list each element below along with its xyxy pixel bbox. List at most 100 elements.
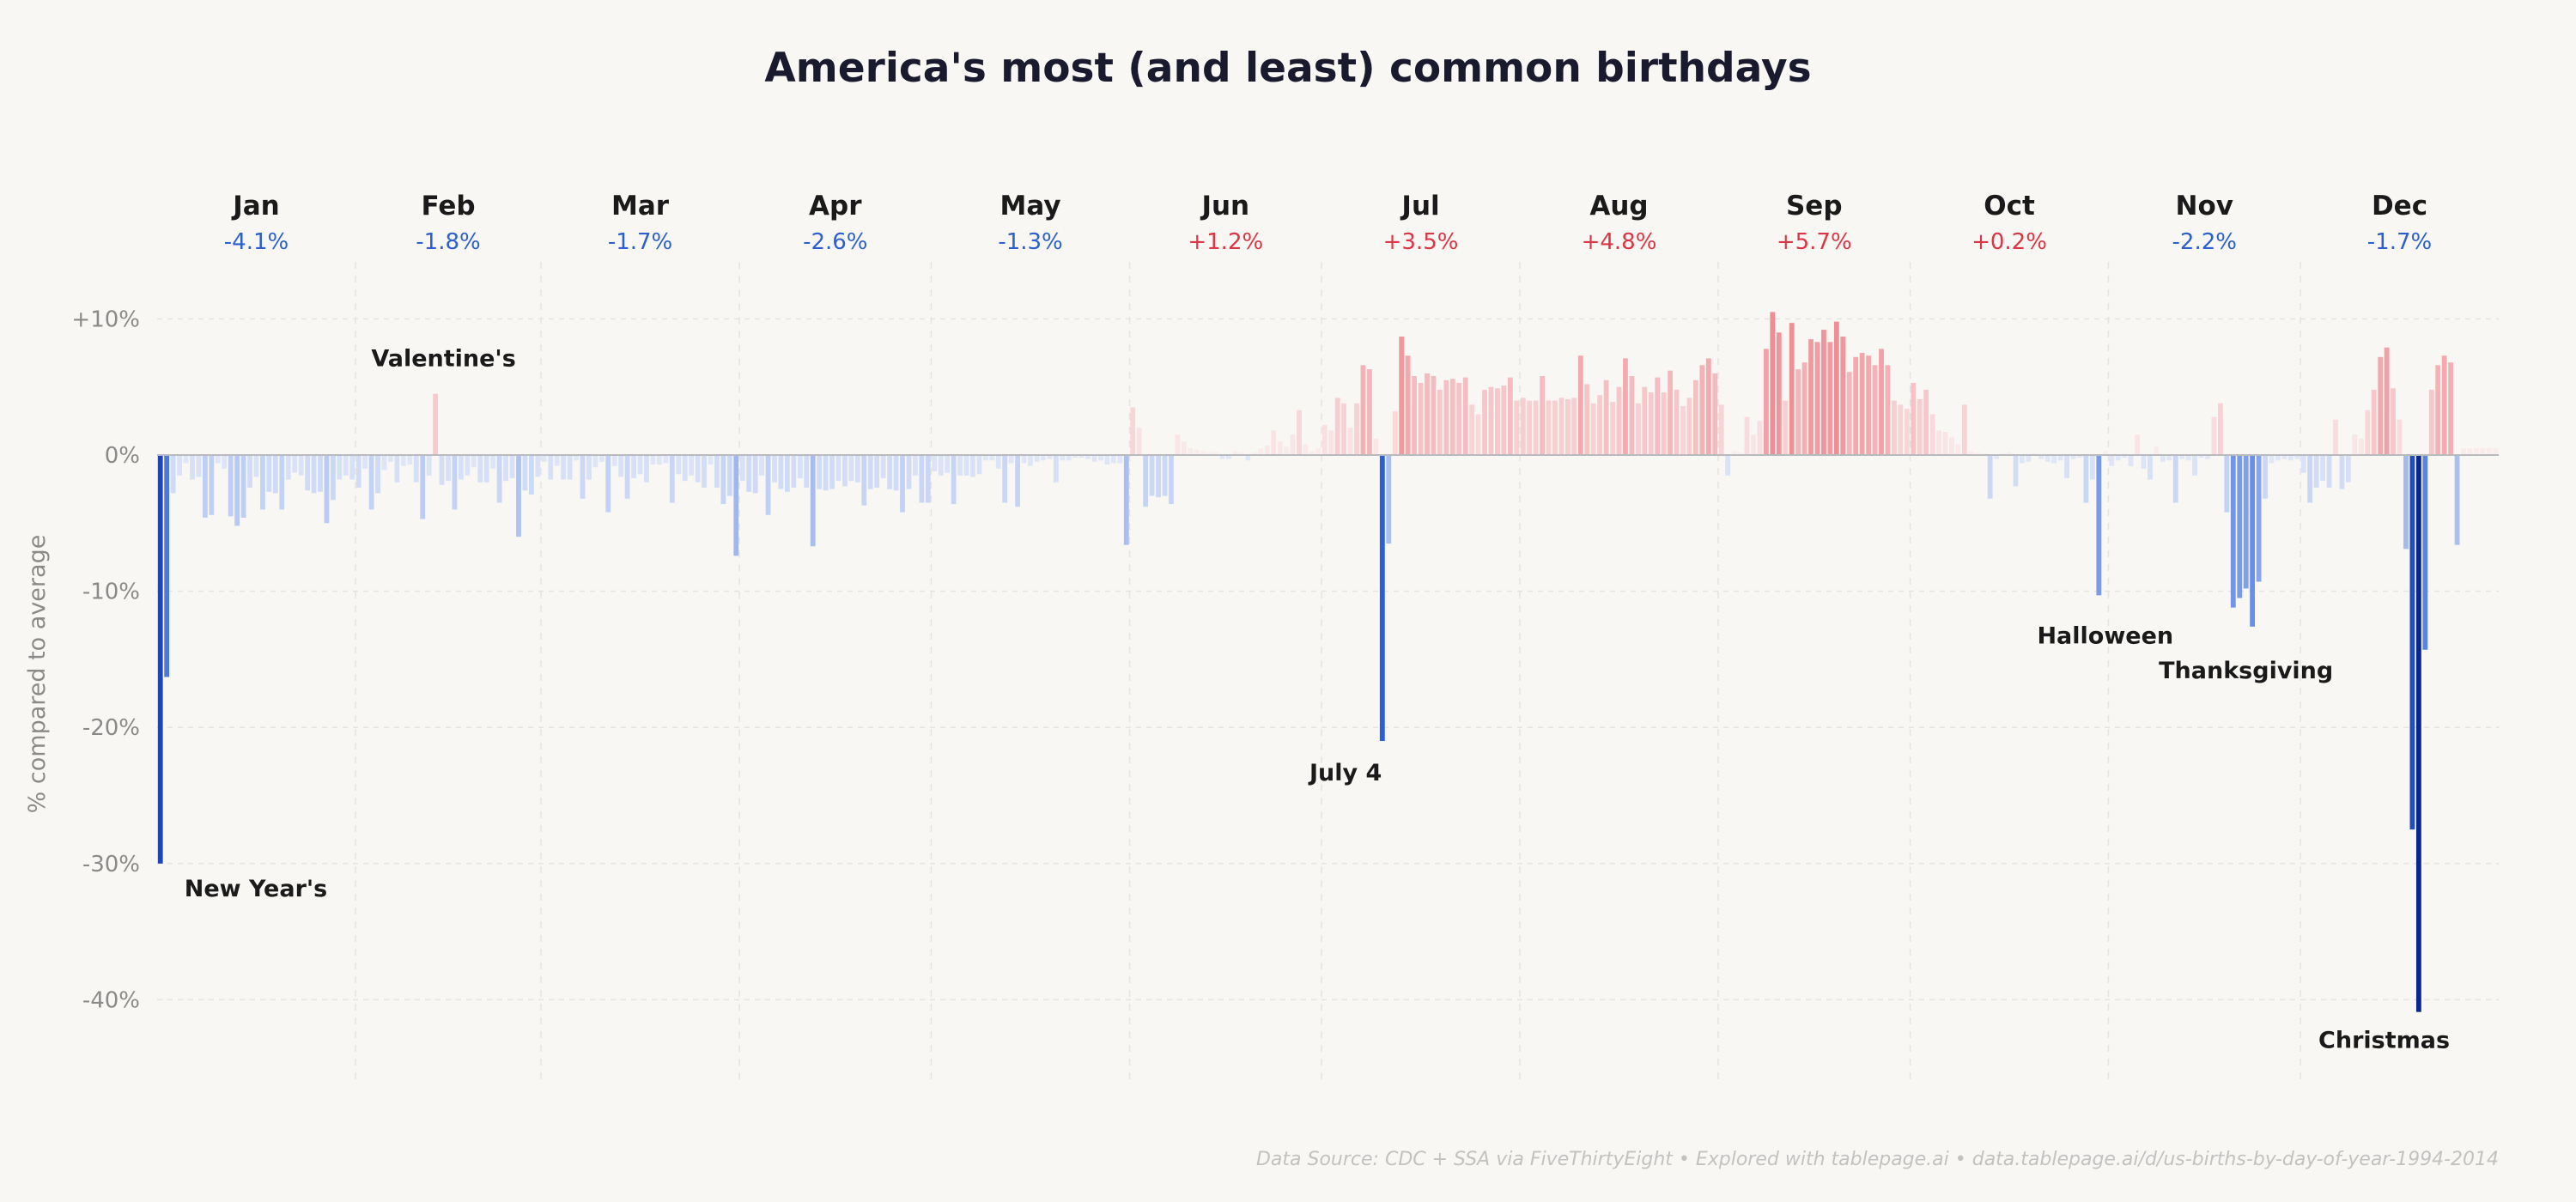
day-bar [1936,430,1941,455]
day-bar [1648,392,1654,455]
day-bar [2020,455,2025,464]
month-delta: -1.3% [998,229,1062,255]
annotation-label: July 4 [1308,760,1382,786]
day-bar [1418,382,1424,455]
day-bar [848,455,854,482]
day-bar [2415,455,2421,1012]
day-bar [1610,402,1615,455]
day-bar [1200,451,1206,455]
day-bar [2391,388,2396,455]
day-bar [1405,355,1411,455]
day-bar [2198,455,2204,458]
day-bar [298,455,304,476]
day-bar [394,455,400,483]
month-delta: -4.1% [224,229,289,255]
day-bar [318,455,323,492]
day-bar [2122,455,2128,458]
y-tick-label: 0% [105,443,140,469]
day-bar [631,455,636,478]
day-bar [279,455,285,510]
day-bar [938,455,944,476]
day-bar [2230,455,2236,608]
day-bar [196,455,202,477]
day-bar [1053,455,1059,483]
day-bar [982,455,988,461]
day-bar [945,455,951,473]
day-bar [1078,455,1084,458]
day-bar [1085,455,1091,459]
day-bar [2371,389,2377,455]
day-bar [1629,376,1635,455]
day-bar [170,455,176,494]
day-bar [1520,398,1526,455]
day-bar [1194,449,1200,455]
day-bar [215,455,221,464]
day-bar [1098,455,1103,461]
day-bar [1623,358,1628,455]
day-bar [426,455,432,476]
day-bar [1431,376,1437,455]
day-bar [548,455,554,480]
day-bar [1718,404,1724,455]
day-bar [407,455,413,465]
day-bar [1392,411,1398,455]
day-bar [1699,365,1705,455]
day-bar [586,455,592,480]
month-delta: +4.8% [1582,229,1657,255]
day-bar [2480,448,2486,455]
day-bar [1603,379,1609,455]
day-bar [1571,398,1577,455]
day-bar [702,455,707,489]
day-bar [1885,365,1891,455]
day-bar [2287,455,2293,461]
day-bar [1021,455,1027,464]
month-delta: +3.5% [1383,229,1459,255]
day-bar [637,455,643,475]
annotations: New Year's Valentine's July 4 Halloween Than… [185,346,2450,1054]
day-bar [228,455,234,517]
day-bar [1143,455,1149,507]
day-bar [1367,369,1372,455]
day-bar [739,455,745,482]
month-label: Apr [809,191,862,222]
day-bar [1904,409,1910,455]
day-bar [2109,455,2115,466]
day-bar [2358,438,2364,455]
month-delta: +0.2% [1971,229,2047,255]
day-bar [1041,455,1046,461]
day-bar [1674,389,1680,455]
day-bar [355,455,361,489]
day-bar [1558,398,1564,455]
day-bar [1321,425,1327,455]
day-bar [1770,312,1776,455]
day-bar [2217,403,2223,455]
day-bar [446,455,451,482]
day-bar [1117,455,1123,464]
day-bar [1987,455,1993,499]
day-bar [759,455,765,476]
day-bar [1577,355,1583,455]
month-label: Jul [1400,191,1439,222]
day-bar [368,455,374,510]
day-bar [854,455,860,483]
day-bar [598,455,605,462]
day-bar [1898,404,1904,455]
day-bar [797,455,803,478]
day-bar [778,455,784,489]
day-bar [343,455,349,476]
day-bar [2422,455,2428,650]
day-bar [1751,434,1756,455]
day-bar [420,455,426,519]
day-bar [2044,455,2050,462]
day-bar [2269,455,2275,464]
day-bar [913,455,918,476]
day-bar [240,455,246,518]
day-bar [2403,455,2409,549]
day-bar [1744,416,1750,455]
day-bar [2205,455,2210,459]
day-bar [1104,455,1110,465]
month-label: Nov [2176,191,2233,222]
day-bar [285,455,291,480]
day-bar [388,455,393,462]
